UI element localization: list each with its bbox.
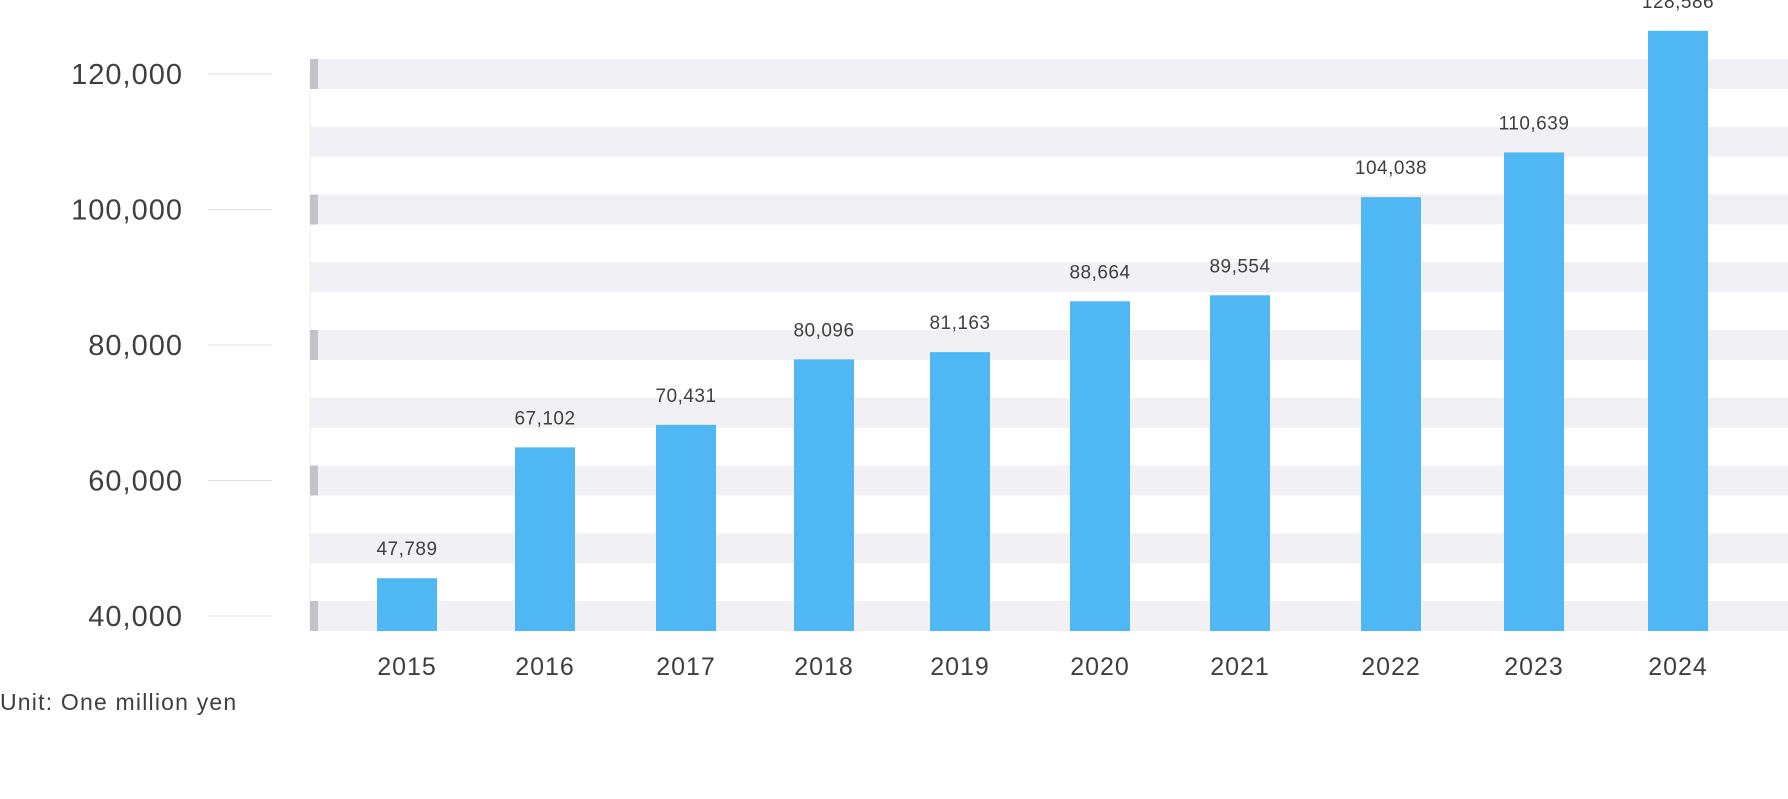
bar-2019 — [930, 352, 990, 631]
y-tick-label: 60,000 — [88, 466, 183, 498]
x-axis: 2015 2016 2017 2018 2019 2020 2021 2022 2023 2024 — [377, 653, 1708, 681]
data-label-2020: 88,664 — [1069, 262, 1130, 283]
x-tick-label-2023: 2023 — [1504, 653, 1564, 681]
x-tick-label-2015: 2015 — [377, 653, 437, 681]
data-label-2022: 104,038 — [1355, 158, 1427, 179]
bar-2021 — [1210, 295, 1270, 631]
unit-note: Unit: One million yen — [0, 689, 237, 715]
bar-2018 — [794, 359, 854, 631]
data-label-2017: 70,431 — [655, 386, 716, 407]
grid-band — [310, 126, 1788, 157]
grid-band — [310, 262, 1788, 293]
bars — [377, 30, 1708, 632]
x-tick-label-2021: 2021 — [1210, 653, 1270, 681]
y-tick-marker — [310, 465, 318, 496]
bar-2023 — [1504, 152, 1564, 631]
x-tick-label-2018: 2018 — [794, 653, 854, 681]
data-label-2016: 67,102 — [514, 408, 575, 429]
bar-2016 — [515, 447, 575, 631]
grid-band — [310, 194, 1788, 225]
x-tick-label-2024: 2024 — [1648, 653, 1708, 681]
data-label-2021: 89,554 — [1209, 256, 1270, 277]
bar-2015 — [377, 578, 437, 631]
x-tick-label-2016: 2016 — [515, 653, 575, 681]
data-label-2024: 128,586 — [1642, 0, 1714, 13]
y-tick-marker — [310, 601, 318, 631]
y-tick-label: 120,000 — [71, 59, 183, 91]
grid-band — [310, 59, 1788, 89]
bar-2017 — [656, 424, 716, 631]
bar-2024 — [1648, 30, 1708, 632]
data-labels: 47,789 67,102 70,431 80,096 81,163 88,664 89,5… — [376, 0, 1714, 560]
y-tick-marker — [310, 59, 318, 89]
y-tick-label: 40,000 — [88, 601, 183, 633]
bar-2022 — [1361, 197, 1421, 631]
data-label-2018: 80,096 — [793, 320, 854, 341]
x-tick-label-2019: 2019 — [930, 653, 990, 681]
x-tick-label-2017: 2017 — [656, 653, 716, 681]
y-tick-marker — [310, 330, 318, 360]
y-tick-label: 80,000 — [88, 330, 183, 362]
data-label-2019: 81,163 — [929, 313, 990, 334]
grid-band — [310, 330, 1788, 360]
x-tick-label-2022: 2022 — [1361, 653, 1421, 681]
bar-2020 — [1070, 301, 1130, 631]
x-tick-label-2020: 2020 — [1070, 653, 1130, 681]
y-tick-label: 100,000 — [71, 195, 183, 227]
y-tick-marker — [310, 194, 318, 225]
y-axis: 40,000 60,000 80,000 100,000 120,000 — [71, 59, 318, 633]
data-label-2015: 47,789 — [376, 539, 437, 560]
data-label-2023: 110,639 — [1499, 113, 1570, 134]
